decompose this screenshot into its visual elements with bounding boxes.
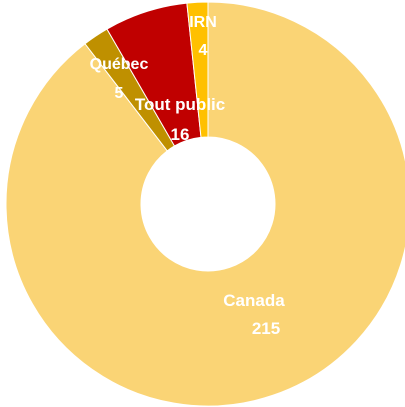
label-quebec-name: Québec [90,56,149,73]
label-tout-public-name: Tout public [135,95,225,114]
label-tout-public-value: 16 [171,125,190,144]
data-labels: Canada 215 Québec 5 Tout public 16 IRN 4 [90,14,286,338]
label-quebec-value: 5 [115,85,124,102]
donut-slices [5,1,405,407]
label-irn-value: 4 [199,42,208,59]
label-canada-value: 215 [252,319,280,338]
slice-canada [5,1,405,407]
slice-irn [186,1,209,138]
label-canada-name: Canada [223,291,285,310]
label-irn-name: IRN [189,14,217,31]
